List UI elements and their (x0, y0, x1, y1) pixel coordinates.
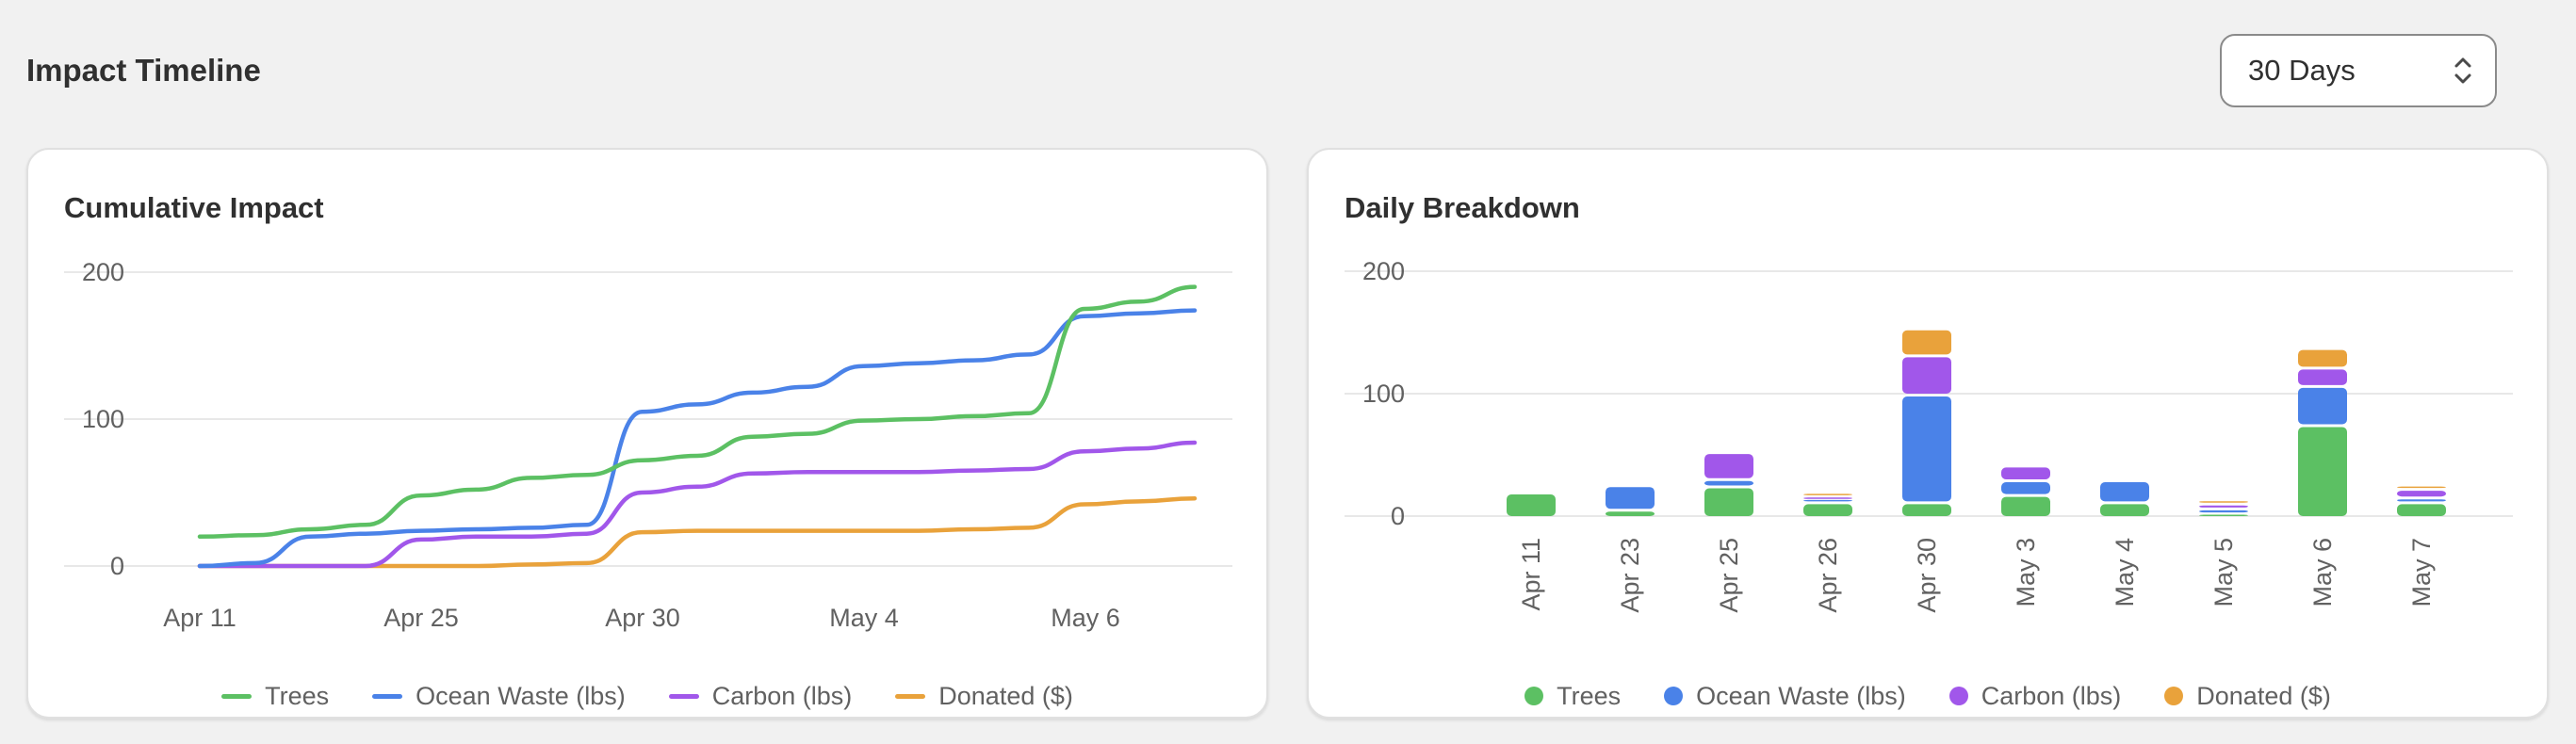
bar-apr-30-carbon-lbs[interactable] (1902, 357, 1951, 394)
legend-swatch-donated (2164, 687, 2184, 705)
daily-breakdown-card: Daily Breakdown 0 100 200 Apr 11 Apr 23 Apr 2… (1307, 148, 2549, 719)
cumulative-impact-chart: 0 100 200 Apr 11 Apr 25 Apr 30 May 4 May 6 (64, 258, 1232, 632)
legend-label-donated: Donated ($) (938, 681, 1073, 710)
cumulative-y-tick-0: 0 (110, 552, 124, 580)
legend-label-carbon-lbs: Carbon (lbs) (711, 681, 853, 710)
bar-may-6-donated[interactable] (2298, 349, 2347, 367)
daily-x-tick-apr-23: Apr 23 (1616, 538, 1644, 613)
legend-label-ocean-waste-lbs: Ocean Waste (lbs) (1696, 681, 1906, 710)
chevron-up-down-icon (2454, 57, 2471, 84)
daily-x-tick-may-5: May 5 (2209, 538, 2238, 607)
bar-may-4-ocean-waste-lbs[interactable] (2100, 482, 2149, 502)
cumulative-y-tick-100: 100 (82, 405, 124, 433)
bar-may-7-carbon-lbs[interactable] (2397, 491, 2446, 497)
bar-apr-25-carbon-lbs[interactable] (1704, 454, 1753, 478)
bar-may-6-trees[interactable] (2298, 427, 2347, 517)
legend-item-ocean-waste-lbs[interactable]: Ocean Waste (lbs) (372, 682, 626, 711)
bar-may-7-ocean-waste-lbs[interactable] (2397, 499, 2446, 502)
bar-apr-26-carbon-lbs[interactable] (1803, 497, 1852, 499)
daily-x-tick-apr-11: Apr 11 (1517, 538, 1545, 611)
daily-breakdown-title: Daily Breakdown (1345, 191, 1580, 224)
legend-swatch-trees (221, 693, 253, 699)
daily-breakdown-chart: 0 100 200 Apr 11 Apr 23 Apr 25 Apr 26 Apr 30 May… (1345, 257, 2513, 613)
bar-apr-26-trees[interactable] (1803, 504, 1852, 516)
legend-item-carbon-lbs[interactable]: Carbon (lbs) (668, 681, 853, 711)
bar-may-4-trees[interactable] (2100, 504, 2149, 516)
series-line-ocean-waste-lbs (197, 308, 1198, 569)
daily-x-tick-apr-26: Apr 26 (1814, 538, 1842, 613)
legend-swatch-carbon-lbs (1948, 687, 1968, 705)
cumulative-x-tick-apr-11: Apr 11 (163, 604, 236, 632)
bar-may-3-trees[interactable] (2001, 496, 2050, 516)
cumulative-impact-legend: Trees Ocean Waste (lbs) Carbon (lbs) Donate… (28, 677, 1266, 715)
legend-swatch-carbon-lbs (668, 693, 699, 699)
legend-item-donated[interactable]: Donated ($) (895, 682, 1073, 711)
legend-label-trees: Trees (265, 681, 330, 710)
bar-apr-11-trees[interactable] (1507, 494, 1556, 516)
cumulative-x-tick-apr-25: Apr 25 (383, 604, 459, 632)
series-line-carbon-lbs (197, 440, 1198, 569)
daily-x-tick-may-6: May 6 (2308, 538, 2337, 607)
bar-apr-30-donated[interactable] (1902, 330, 1951, 355)
cumulative-x-tick-may-4: May 4 (829, 604, 899, 632)
legend-item-carbon-lbs[interactable]: Carbon (lbs) (1948, 681, 2122, 711)
daily-x-tick-may-7: May 7 (2407, 538, 2436, 607)
bar-apr-30-ocean-waste-lbs[interactable] (1902, 396, 1951, 502)
series-line-trees (197, 284, 1198, 540)
cumulative-impact-card: Cumulative Impact 0 100 200 Apr 11 Apr 25 Apr… (26, 148, 1268, 719)
legend-swatch-ocean-waste-lbs (372, 693, 403, 699)
legend-swatch-ocean-waste-lbs (1664, 687, 1684, 705)
daily-y-tick-100: 100 (1362, 380, 1405, 408)
range-select[interactable]: 30 Days (2220, 34, 2497, 107)
legend-swatch-donated (895, 693, 926, 699)
legend-label-trees: Trees (1557, 681, 1622, 710)
daily-x-tick-apr-25: Apr 25 (1715, 538, 1743, 613)
legend-swatch-trees (1524, 687, 1544, 705)
bar-may-3-carbon-lbs[interactable] (2001, 467, 2050, 479)
bar-apr-23-ocean-waste-lbs[interactable] (1606, 487, 1655, 509)
legend-label-donated: Donated ($) (2196, 681, 2331, 710)
bar-may-3-ocean-waste-lbs[interactable] (2001, 482, 2050, 494)
bar-may-5-trees[interactable] (2199, 514, 2248, 517)
daily-y-tick-0: 0 (1391, 502, 1405, 530)
daily-x-tick-may-4: May 4 (2111, 538, 2139, 607)
legend-label-carbon-lbs: Carbon (lbs) (1981, 681, 2122, 710)
bar-apr-26-ocean-waste-lbs[interactable] (1803, 499, 1852, 502)
bar-may-6-ocean-waste-lbs[interactable] (2298, 387, 2347, 425)
bar-apr-25-ocean-waste-lbs[interactable] (1704, 480, 1753, 486)
legend-item-donated[interactable]: Donated ($) (2164, 682, 2331, 711)
bar-may-5-carbon-lbs[interactable] (2199, 505, 2248, 508)
bar-apr-23-trees[interactable] (1606, 511, 1655, 516)
bar-may-7-trees[interactable] (2397, 504, 2446, 516)
bar-apr-25-trees[interactable] (1704, 488, 1753, 517)
daily-x-tick-apr-30: Apr 30 (1913, 538, 1941, 613)
legend-item-trees[interactable]: Trees (221, 682, 329, 711)
bar-may-5-donated[interactable] (2199, 501, 2248, 503)
legend-item-trees[interactable]: Trees (1524, 682, 1621, 711)
daily-breakdown-legend: Trees Ocean Waste (lbs) Carbon (lbs) Donate… (1309, 677, 2547, 715)
bar-may-7-donated[interactable] (2397, 486, 2446, 489)
bar-apr-30-trees[interactable] (1902, 504, 1951, 516)
daily-y-tick-200: 200 (1362, 257, 1405, 285)
bar-apr-26-donated[interactable] (1803, 493, 1852, 495)
cumulative-impact-title: Cumulative Impact (64, 191, 324, 224)
cumulative-y-tick-200: 200 (82, 258, 124, 286)
legend-item-ocean-waste-lbs[interactable]: Ocean Waste (lbs) (1664, 682, 1906, 711)
legend-label-ocean-waste-lbs: Ocean Waste (lbs) (416, 681, 626, 710)
cumulative-x-tick-may-6: May 6 (1051, 604, 1120, 632)
bar-may-6-carbon-lbs[interactable] (2298, 369, 2347, 385)
range-select-value: 30 Days (2248, 54, 2356, 87)
cumulative-x-tick-apr-30: Apr 30 (605, 604, 680, 632)
page-title: Impact Timeline (26, 53, 261, 88)
daily-x-tick-may-3: May 3 (2012, 538, 2040, 607)
bar-may-5-ocean-waste-lbs[interactable] (2199, 509, 2248, 513)
